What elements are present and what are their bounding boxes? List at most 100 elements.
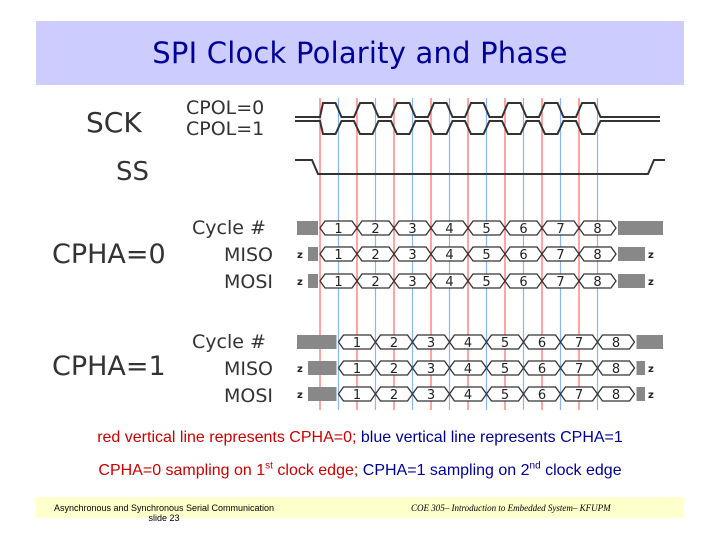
cpha1-miso-z-end: z [648,364,654,375]
sck-cpol1-wave [295,120,660,135]
cpha0-cycle-cell [578,220,617,236]
caption2-blue-part: CPHA=1 sampling on 2nd clock edge [358,461,622,480]
miso-label-a: MISO [224,244,273,266]
caption2-blue-sup: nd [529,461,541,472]
cpol1-label: CPOL=1 [186,118,264,140]
caption2-red-a: CPHA=0 sampling on 1 [98,462,266,480]
cpha1-miso-z-start: z [297,364,303,375]
cpha1-cycle-trail-fill [636,335,663,349]
cpha0-mosi-cell-label: 1 [334,275,342,290]
cpha1-mosi-trail-fill [636,387,645,401]
cpha1-cycle-cell-label: 6 [538,336,546,351]
cpha0-cycle-cell-label: 5 [482,222,490,237]
cpha1-cycle-lead-fill [297,335,337,349]
caption-line-2: CPHA=0 sampling on 1st clock edge; CPHA=… [0,461,720,480]
cpha1-mosi-cell [596,386,636,402]
cpha0-miso-cell-label: 6 [519,248,527,263]
cpha1-miso-cell-label: 6 [538,362,546,377]
cpha1-miso-trail-fill [636,361,645,375]
caption-red-part: red vertical line represents CPHA=0; [97,429,357,446]
cpha1-cycle-cell-label: 5 [501,336,509,351]
cpha1-miso-cell [596,360,636,376]
cpha1-miso-cell-label: 2 [390,362,398,377]
cycle-label-a: Cycle # [192,217,266,239]
cpha1-mosi-cell-label: 7 [575,388,583,403]
cpha1-mosi-cell-label: 3 [427,388,435,403]
cpha0-mosi-cell-label: 2 [371,275,379,290]
mosi-label-b: MOSI [224,385,273,407]
cpha1-miso-cell-label: 8 [612,362,620,377]
footer-slide-number: slide 23 [148,513,180,523]
cpha0-miso-cell-label: 7 [556,248,564,263]
cpha1-mosi-cell-label: 4 [464,388,472,403]
footer-course-title: Asynchronous and Synchronous Serial Comm… [53,503,275,513]
cpha0-cycle-cell-label: 4 [445,222,453,237]
cpha0-mosi-cell [578,273,617,289]
caption2-red-sup: st [265,461,273,472]
cpha0-miso-cell-label: 1 [334,248,342,263]
slide-title: SPI Clock Polarity and Phase [152,36,568,70]
mosi-label-a: MOSI [224,271,273,293]
cpha0-miso-lead-fill [308,247,318,261]
cpha0-mosi-cell-label: 3 [408,275,416,290]
cpha0-miso-cell [578,246,617,262]
ss-wave [295,159,665,175]
cpha0-miso-cell-label: 2 [371,248,379,263]
data-rows: 1 2 3 4 5 6 7 8 z z 1 2 3 4 5 6 7 8 z z 1 2 3 4 5 6 7 8 1 2 3 4 5 6 7 8 z z 1 2… [297,220,663,403]
cpha1-label: CPHA=1 [52,351,166,382]
cpha0-miso-z-start: z [297,250,303,261]
waveforms [295,102,665,175]
footer-left: Asynchronous and Synchronous Serial Comm… [44,503,284,523]
cpha1-mosi-cell-label: 6 [538,388,546,403]
cpha1-mosi-z-end: z [648,390,654,401]
cpha0-cycle-cell-label: 8 [593,222,601,237]
footer-right: COE 305– Introduction to Embedded System… [411,503,611,513]
cpha1-mosi-cell-label: 5 [501,388,509,403]
cpha1-miso-cell-label: 4 [464,362,472,377]
cpha1-mosi-cell-label: 2 [390,388,398,403]
cpha0-cycle-cell-label: 3 [408,222,416,237]
cpha0-miso-cell-label: 3 [408,248,416,263]
cpol0-label: CPOL=0 [186,97,264,119]
cpha0-cycle-cell-label: 7 [556,222,564,237]
cpha0-miso-cell-label: 8 [593,248,601,263]
miso-label-b: MISO [224,358,273,380]
cpha0-mosi-cell-label: 7 [556,275,564,290]
cpha0-miso-trail-fill [618,247,645,261]
caption-line-1: red vertical line represents CPHA=0; blu… [0,429,720,447]
cpha0-cycle-trail-fill [618,221,663,235]
caption2-blue-b: clock edge [540,462,622,480]
cpha1-cycle-cell-label: 7 [575,336,583,351]
cpha1-miso-cell-label: 7 [575,362,583,377]
title-bar: SPI Clock Polarity and Phase [36,21,684,85]
cpha0-miso-cell-label: 4 [445,248,453,263]
cpha1-miso-lead-fill [308,361,337,375]
cpha0-mosi-cell-label: 6 [519,275,527,290]
caption2-red-b: clock edge; [272,462,359,480]
caption-blue-part: blue vertical line represents CPHA=1 [356,429,623,446]
caption2-blue-a: CPHA=1 sampling on 2 [358,462,530,480]
cpha0-mosi-cell-label: 4 [445,275,453,290]
cpha1-mosi-lead-fill [308,387,337,401]
cpha0-cycle-cell-label: 2 [371,222,379,237]
cpha0-miso-z-end: z [648,250,654,261]
cpha1-cycle-cell-label: 8 [612,336,620,351]
cpha0-label: CPHA=0 [52,239,166,270]
ss-label: SS [116,157,149,187]
cpha1-mosi-z-start: z [297,390,303,401]
cpha0-mosi-cell-label: 5 [482,275,490,290]
cpha0-cycle-cell-label: 6 [519,222,527,237]
cpha0-mosi-cell-label: 8 [593,275,601,290]
cpha1-mosi-cell-label: 8 [612,388,620,403]
sck-cpol0-wave [295,102,660,118]
cpha0-mosi-z-start: z [297,277,303,288]
cycle-label-b: Cycle # [192,331,266,353]
cpha1-cycle-cell-label: 1 [353,336,361,351]
cpha0-cycle-cell-label: 1 [334,222,342,237]
cpha1-miso-cell-label: 3 [427,362,435,377]
cpha1-cycle-cell-label: 4 [464,336,472,351]
cpha0-mosi-lead-fill [308,274,318,288]
cpha1-cycle-cell-label: 2 [390,336,398,351]
sck-label: SCK [86,106,142,139]
